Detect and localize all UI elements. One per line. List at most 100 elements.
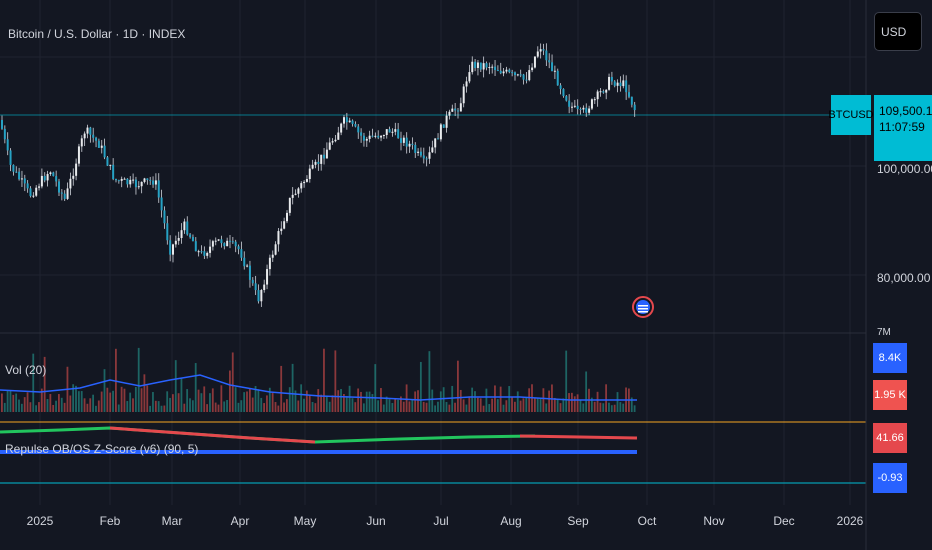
candle-body — [283, 221, 286, 229]
volume-bar — [488, 404, 491, 412]
volume-bar — [351, 398, 354, 412]
volume-bar — [596, 391, 599, 412]
candle-body — [172, 244, 174, 255]
candle-body — [263, 284, 266, 291]
volume-bar — [29, 402, 32, 412]
candle-body — [23, 178, 26, 184]
volume-bar — [163, 405, 166, 412]
candle-body — [391, 131, 394, 133]
candle-body — [251, 279, 254, 284]
candle-body — [115, 178, 117, 181]
volume-bar — [231, 352, 234, 412]
volume-bar — [180, 377, 183, 412]
volume-bar — [311, 401, 314, 412]
volume-scale-tick: 7M — [877, 327, 891, 338]
candle-body — [516, 74, 519, 76]
candle-body — [43, 175, 46, 181]
volume-bar — [157, 401, 160, 412]
price-candles — [1, 43, 636, 307]
candle-body — [334, 139, 337, 142]
candle-body — [268, 257, 271, 270]
candle-body — [100, 145, 103, 148]
candle-body — [548, 60, 551, 63]
volume-bar — [160, 405, 163, 412]
volume-bar — [514, 401, 516, 412]
candle-body — [66, 188, 69, 199]
volume-bar — [38, 402, 40, 412]
volume-pane-label[interactable]: Vol (20) — [5, 363, 47, 377]
candle-body — [169, 240, 172, 255]
us-flag-event-icon[interactable] — [629, 285, 657, 331]
volume-bar — [494, 385, 496, 412]
oscillator-pane-label[interactable]: Repulse OB/OS Z-Score (v6) (90, 5) — [5, 442, 199, 456]
volume-bar — [200, 393, 203, 412]
volume-bar — [237, 402, 240, 412]
volume-bar — [377, 400, 379, 412]
volume-bar — [23, 397, 26, 412]
candle-body — [286, 212, 288, 222]
volume-bar — [565, 350, 568, 412]
volume-bar — [220, 385, 223, 412]
time-label: Nov — [703, 514, 725, 528]
volume-bar — [268, 387, 271, 412]
candle-body — [211, 241, 214, 247]
volume-bar — [405, 384, 408, 412]
candle-body — [317, 161, 320, 164]
candle-body — [442, 124, 445, 128]
candle-body — [63, 193, 66, 199]
candle-body — [280, 228, 283, 232]
candle-body — [505, 69, 508, 72]
candle-body — [257, 290, 260, 302]
volume-bar — [576, 394, 579, 412]
volume-bar — [174, 360, 177, 412]
volume-bar — [251, 397, 254, 412]
volume-bar — [602, 403, 605, 412]
volume-bar — [300, 384, 303, 412]
volume-bar — [374, 364, 377, 412]
candle-body — [542, 49, 545, 51]
oscillator-zscore-badge: -0.93 — [873, 463, 907, 493]
candle-body — [237, 246, 240, 250]
candle-body — [123, 178, 126, 180]
candle-body — [479, 62, 482, 70]
volume-value-badge: 8.4K — [873, 343, 907, 373]
volume-bar — [95, 405, 97, 412]
candle-body — [545, 50, 548, 61]
volume-bar — [542, 388, 545, 412]
volume-bar — [417, 390, 419, 412]
volume-bar — [203, 386, 206, 412]
volume-bar — [49, 394, 52, 412]
volume-bar — [303, 398, 305, 412]
candle-body — [454, 108, 457, 111]
candle-body — [439, 124, 442, 140]
candle-body — [630, 96, 633, 105]
candle-body — [451, 108, 454, 112]
volume-bar — [528, 388, 531, 412]
candle-body — [143, 178, 146, 182]
volume-bar — [622, 403, 625, 412]
volume-bar — [152, 392, 154, 412]
volume-bar — [553, 397, 556, 412]
candle-body — [385, 129, 388, 136]
currency-button[interactable]: USD — [874, 12, 922, 51]
candle-body — [354, 123, 357, 127]
volume-bar — [100, 391, 103, 412]
candle-body — [488, 67, 491, 69]
candle-body — [559, 85, 562, 90]
volume-bar — [214, 402, 217, 412]
candle-body — [556, 70, 559, 86]
candle-body — [362, 135, 365, 141]
candle-body — [18, 171, 21, 180]
volume-bar — [211, 388, 214, 412]
candle-body — [58, 181, 60, 193]
volume-bar — [32, 353, 35, 412]
candle-body — [75, 163, 78, 176]
volume-bar — [194, 363, 197, 412]
volume-bar — [388, 399, 391, 412]
candle-body — [214, 240, 217, 242]
candle-body — [180, 230, 183, 239]
candle-body — [331, 141, 334, 143]
candle-body — [134, 179, 137, 188]
